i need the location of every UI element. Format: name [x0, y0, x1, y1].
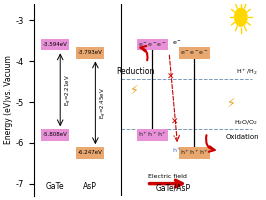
FancyBboxPatch shape [41, 129, 69, 141]
Text: -6.247eV: -6.247eV [78, 150, 103, 155]
Text: E$_g$=2.21eV: E$_g$=2.21eV [64, 74, 74, 106]
FancyBboxPatch shape [76, 147, 104, 159]
Text: h$^+$h$^+$h$^+$: h$^+$h$^+$h$^+$ [138, 131, 167, 139]
Text: Electric field: Electric field [148, 174, 187, 179]
Text: ✕: ✕ [167, 73, 174, 82]
FancyBboxPatch shape [179, 147, 210, 159]
Text: E$_g$=2.45eV: E$_g$=2.45eV [99, 87, 109, 119]
Text: e$^-$: e$^-$ [172, 39, 182, 47]
Text: Oxidation: Oxidation [225, 134, 259, 140]
Text: h$^+$: h$^+$ [172, 146, 182, 155]
FancyBboxPatch shape [137, 129, 168, 141]
Text: h$^+$h$^+$h$^+$: h$^+$h$^+$h$^+$ [180, 148, 209, 157]
Text: H$^+$/H$_2$: H$^+$/H$_2$ [236, 67, 258, 77]
Text: ✕: ✕ [171, 118, 178, 127]
Circle shape [235, 8, 247, 26]
Text: e$^-$e$^-$e$^-$: e$^-$e$^-$e$^-$ [180, 49, 209, 57]
FancyBboxPatch shape [41, 39, 69, 50]
Text: -3.594eV: -3.594eV [43, 42, 68, 47]
Text: ⚡: ⚡ [227, 96, 235, 109]
Text: GaTe: GaTe [46, 182, 64, 191]
FancyBboxPatch shape [179, 47, 210, 59]
Text: ⚡: ⚡ [130, 83, 138, 96]
Text: Reduction: Reduction [116, 67, 155, 76]
FancyBboxPatch shape [76, 47, 104, 59]
Text: e$^-$e$^-$e$^-$: e$^-$e$^-$e$^-$ [138, 41, 167, 49]
Y-axis label: Energy (eV)vs. Vacuum: Energy (eV)vs. Vacuum [4, 56, 13, 144]
Text: -5.808eV: -5.808eV [43, 132, 68, 137]
FancyBboxPatch shape [137, 39, 168, 50]
Text: AsP: AsP [83, 182, 97, 191]
Text: GaTe/AsP: GaTe/AsP [156, 184, 191, 193]
Text: -3.793eV: -3.793eV [78, 50, 103, 55]
Text: H$_2$O/O$_2$: H$_2$O/O$_2$ [234, 119, 258, 127]
